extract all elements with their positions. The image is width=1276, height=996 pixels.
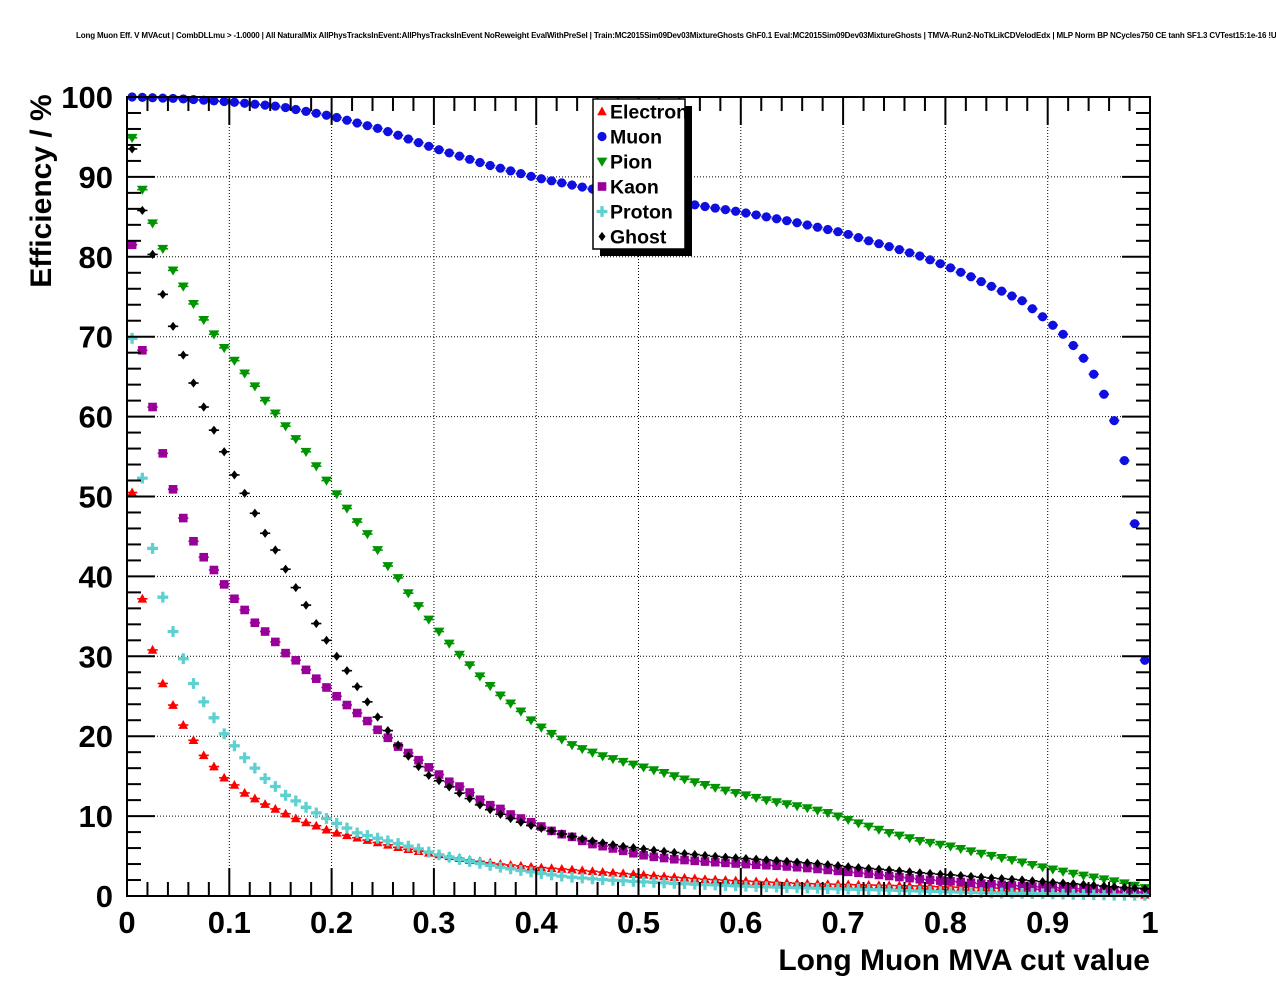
- x-tick-label: 0.4: [515, 905, 559, 940]
- gridlines: [127, 97, 1150, 896]
- legend-label: Muon: [610, 127, 662, 149]
- legend-entry-electron: Electron: [597, 102, 688, 124]
- x-tick-label: 1: [1141, 905, 1158, 940]
- legend-label: Ghost: [610, 227, 667, 249]
- legend-entry-muon: Muon: [597, 127, 662, 149]
- legend-label: Proton: [610, 202, 673, 224]
- y-tick-label: 50: [79, 480, 113, 515]
- legend-label: Pion: [610, 152, 652, 174]
- x-tick-label: 0.8: [924, 905, 967, 940]
- series-ghost: [127, 144, 1150, 894]
- tick-labels: 0 10 20 30 40 50 60 70 80 90 100 0 0.1 0.2 0.3 0.4 0.5 0.…: [61, 80, 1158, 940]
- y-tick-label: 40: [79, 559, 113, 594]
- y-tick-label: 70: [79, 320, 113, 355]
- y-tick-label: 80: [79, 240, 113, 275]
- legend-entry-ghost: Ghost: [598, 227, 667, 249]
- x-tick-label: 0.7: [822, 905, 865, 940]
- legend-label: Electron: [610, 102, 688, 124]
- x-tick-label: 0.1: [208, 905, 251, 940]
- y-tick-label: 60: [79, 400, 113, 435]
- legend-entry-kaon: Kaon: [597, 177, 659, 199]
- legend: Electron Muon Pion Kaon Proton Ghost: [592, 98, 692, 256]
- x-tick-label: 0.6: [719, 905, 762, 940]
- chart-title: Long Muon Eff. V MVAcut | CombDLLmu > -1…: [76, 31, 1276, 40]
- series-electron: [127, 487, 1150, 899]
- legend-entry-proton: Proton: [596, 202, 673, 224]
- y-tick-label: 0: [96, 879, 113, 914]
- legend-label: Kaon: [610, 177, 659, 199]
- y-tick-label: 90: [79, 160, 113, 195]
- y-tick-label: 20: [79, 719, 113, 754]
- x-tick-label: 0.2: [310, 905, 353, 940]
- x-tick-label: 0: [118, 905, 135, 940]
- x-tick-label: 0.3: [412, 905, 455, 940]
- x-axis-title: Long Muon MVA cut value: [778, 944, 1150, 977]
- y-tick-label: 100: [61, 80, 113, 115]
- y-tick-label: 10: [79, 799, 113, 834]
- x-tick-label: 0.9: [1026, 905, 1069, 940]
- x-tick-label: 0.5: [617, 905, 660, 940]
- legend-entry-pion: Pion: [596, 152, 652, 174]
- y-tick-label: 30: [79, 639, 113, 674]
- series-pion: [126, 133, 1151, 894]
